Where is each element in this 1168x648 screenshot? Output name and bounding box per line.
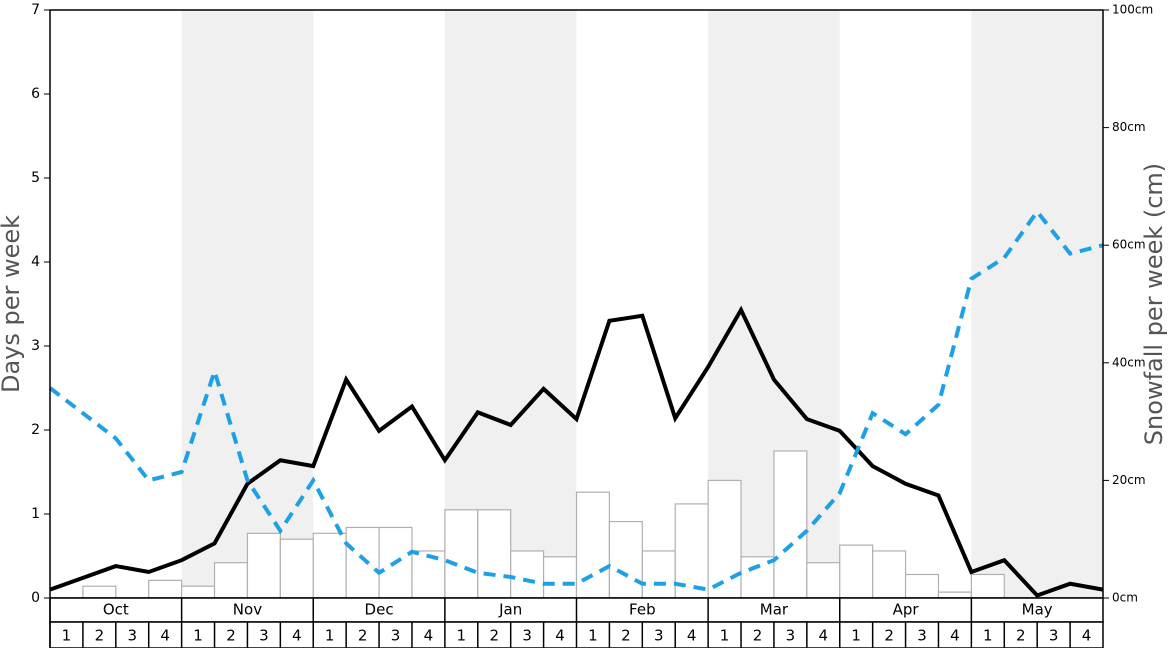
week-label: 2 xyxy=(1016,627,1026,645)
week-label: 3 xyxy=(786,627,796,645)
bar xyxy=(806,562,841,599)
y-tick-label: 7 xyxy=(31,2,40,18)
month-shade xyxy=(444,10,577,598)
week-label: 3 xyxy=(391,627,401,645)
month-label: Feb xyxy=(629,601,656,619)
week-label: 3 xyxy=(259,627,269,645)
month-label: May xyxy=(1022,601,1053,619)
y2-tick-label: 80cm xyxy=(1112,120,1146,134)
y2-tick-label: 100cm xyxy=(1112,3,1153,17)
y-tick-label: 3 xyxy=(31,338,40,354)
bar xyxy=(246,532,281,599)
week-label: 4 xyxy=(292,627,302,645)
week-label: 2 xyxy=(621,627,631,645)
bar xyxy=(510,550,545,599)
week-label: 1 xyxy=(720,627,730,645)
week-label: 2 xyxy=(358,627,368,645)
week-label: 4 xyxy=(819,627,829,645)
y-tick-label: 5 xyxy=(31,170,40,186)
bar xyxy=(213,562,249,599)
week-label: 2 xyxy=(753,627,763,645)
y2-tick-label: 20cm xyxy=(1112,473,1146,487)
week-label: 2 xyxy=(226,627,236,645)
week-label: 1 xyxy=(62,627,72,645)
y2-tick-label: 40cm xyxy=(1112,355,1146,369)
week-label: 3 xyxy=(917,627,927,645)
y-tick-label: 2 xyxy=(31,422,40,438)
y-tick-label: 6 xyxy=(31,86,40,102)
y2-tick-label: 0cm xyxy=(1112,591,1138,605)
month-label: Oct xyxy=(103,601,129,619)
week-label: 4 xyxy=(424,627,434,645)
bar xyxy=(411,550,446,599)
line xyxy=(49,305,1104,598)
week-label: 2 xyxy=(489,627,499,645)
bar xyxy=(444,509,479,599)
bar xyxy=(641,550,676,599)
y-tick-label: 1 xyxy=(31,506,40,522)
week-label: 2 xyxy=(884,627,894,645)
month-shade xyxy=(181,10,314,598)
week-label: 3 xyxy=(654,627,664,645)
week-label: 4 xyxy=(555,627,565,645)
week-label: 3 xyxy=(522,627,532,645)
week-label: 1 xyxy=(588,627,598,645)
bar xyxy=(707,479,742,599)
bar xyxy=(148,579,183,599)
bar xyxy=(181,585,216,599)
bar xyxy=(312,532,347,599)
bar xyxy=(970,573,1005,599)
week-label: 1 xyxy=(457,627,467,645)
bar xyxy=(773,450,808,599)
bar xyxy=(904,573,940,599)
y-axis-label: Days per week xyxy=(0,215,25,393)
bar xyxy=(872,550,907,599)
y-tick-label: 4 xyxy=(31,254,40,270)
bar xyxy=(477,509,512,599)
week-label: 2 xyxy=(95,627,105,645)
week-label: 3 xyxy=(1049,627,1059,645)
week-label: 4 xyxy=(950,627,960,645)
bar xyxy=(82,585,117,599)
month-label: Mar xyxy=(760,601,789,619)
month-label: Dec xyxy=(365,601,394,619)
y2-tick-label: 60cm xyxy=(1112,238,1146,252)
week-label: 1 xyxy=(193,627,203,645)
week-label: 4 xyxy=(160,627,170,645)
month-label: Nov xyxy=(233,601,262,619)
week-label: 4 xyxy=(687,627,697,645)
week-label: 1 xyxy=(983,627,993,645)
bar xyxy=(345,526,380,599)
bar xyxy=(937,591,972,599)
month-label: Apr xyxy=(893,601,920,619)
week-label: 1 xyxy=(851,627,861,645)
week-label: 3 xyxy=(127,627,137,645)
week-label: 1 xyxy=(325,627,335,645)
y-tick-label: 0 xyxy=(31,590,40,606)
month-shade xyxy=(971,10,1103,598)
month-label: Jan xyxy=(498,601,522,619)
bar xyxy=(279,538,314,599)
y2-axis-label: Snowfall per week (cm) xyxy=(1140,163,1168,445)
bar xyxy=(839,544,874,599)
bar xyxy=(575,491,611,599)
bar xyxy=(674,503,709,599)
bar xyxy=(542,556,578,599)
week-label: 4 xyxy=(1082,627,1092,645)
bar xyxy=(608,520,643,599)
